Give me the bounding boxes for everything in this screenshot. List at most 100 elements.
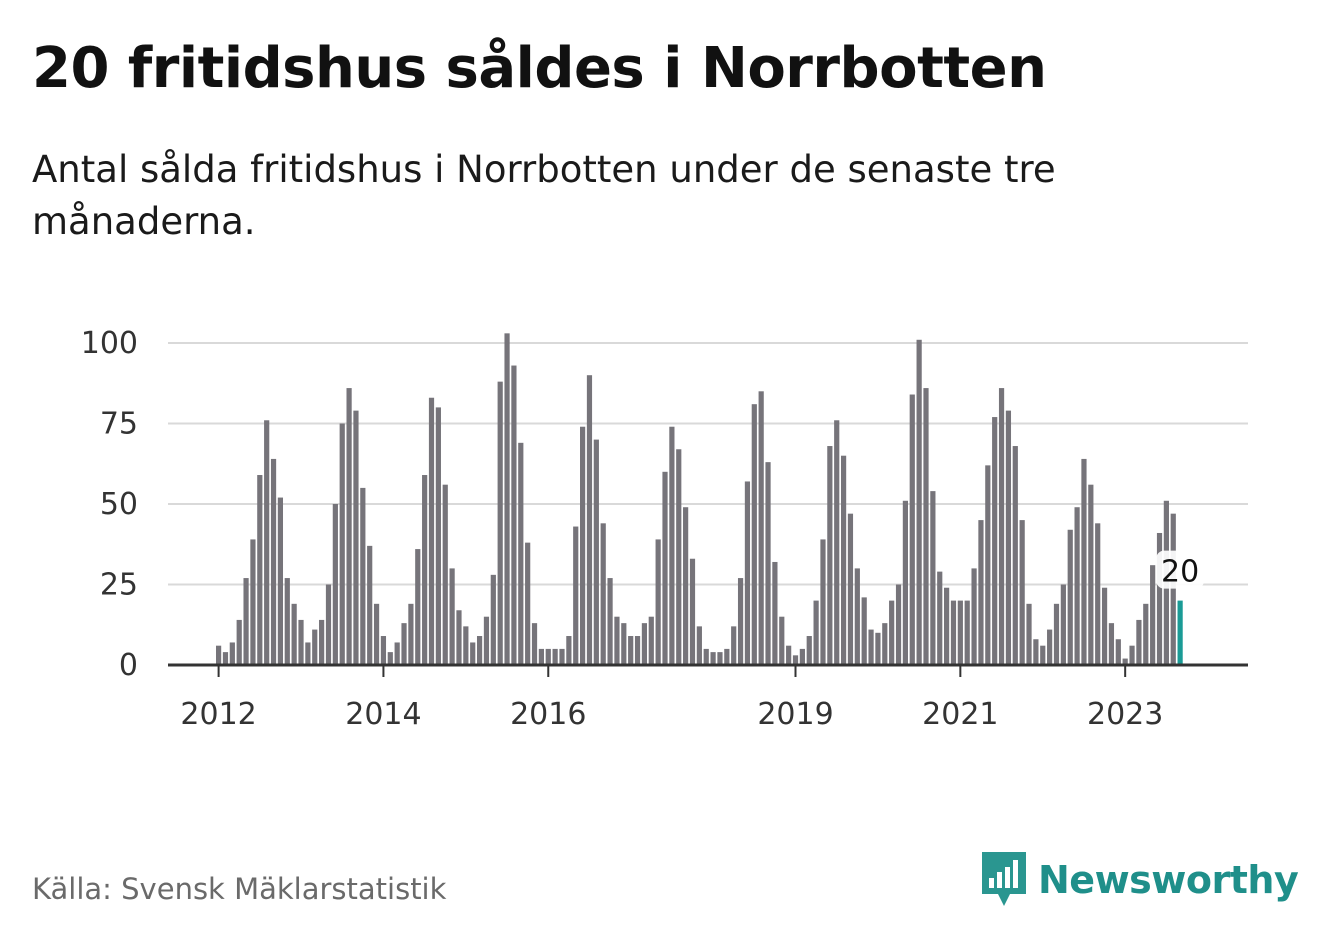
x-axis: 2012 2014 2016 2019 2021 2023	[168, 663, 1248, 732]
newsworthy-logo-icon	[982, 852, 1026, 906]
source-note: Källa: Svensk Mäklarstatistik	[32, 872, 447, 906]
bar	[243, 578, 249, 665]
bar	[222, 652, 229, 665]
bar	[1005, 410, 1012, 665]
bar	[1122, 658, 1128, 665]
bar	[442, 484, 448, 665]
bar	[394, 642, 400, 665]
bar	[470, 642, 476, 665]
bar	[463, 626, 469, 665]
bar	[655, 539, 661, 665]
x-tick-label: 2016	[510, 697, 586, 732]
bar	[531, 623, 538, 665]
bar	[992, 417, 998, 665]
bar	[270, 458, 277, 665]
bar	[1074, 507, 1080, 665]
bar	[229, 642, 235, 665]
bar	[476, 636, 483, 665]
bar	[840, 455, 847, 665]
bar	[820, 539, 826, 665]
bar	[985, 465, 991, 665]
bar	[1067, 529, 1073, 665]
bar	[971, 568, 977, 665]
bar	[806, 636, 812, 665]
bar	[916, 339, 922, 665]
bar	[325, 584, 332, 665]
bar	[1033, 639, 1039, 665]
annotations: 20	[1156, 550, 1205, 590]
bar	[1143, 603, 1149, 665]
bar	[1060, 584, 1066, 665]
bar	[792, 655, 799, 665]
bars	[216, 333, 1183, 665]
x-tick-label: 2014	[345, 697, 421, 732]
y-tick-label: 25	[100, 568, 138, 603]
bar	[504, 333, 510, 665]
bar	[264, 420, 270, 665]
bar	[353, 410, 359, 665]
bar	[799, 648, 805, 665]
brand-name: Newsworthy	[1038, 858, 1299, 902]
bar	[1136, 619, 1142, 665]
bar	[930, 491, 936, 665]
bar	[312, 629, 318, 665]
x-tick-label: 2019	[757, 697, 833, 732]
y-tick-label: 0	[119, 648, 138, 683]
bar	[813, 600, 819, 665]
bar	[683, 507, 689, 665]
bar	[847, 513, 854, 665]
bar	[538, 648, 544, 665]
bar	[662, 471, 668, 665]
brand-logo[interactable]: Newsworthy	[980, 850, 1299, 910]
bar	[456, 610, 462, 665]
bar	[216, 645, 222, 665]
bar	[277, 497, 284, 665]
bar	[415, 549, 421, 665]
bar	[593, 439, 599, 665]
bar	[1108, 623, 1115, 665]
bar	[319, 619, 325, 665]
bar	[676, 449, 682, 665]
bar	[717, 652, 723, 665]
bar	[1053, 603, 1060, 665]
y-axis-ticks: 0 25 50 75 100	[81, 326, 138, 683]
x-tick-label: 2012	[180, 697, 256, 732]
bar	[751, 404, 757, 665]
bar	[1156, 532, 1163, 665]
bar	[559, 648, 565, 665]
bar	[1129, 645, 1135, 665]
bar	[1081, 458, 1087, 665]
bar	[628, 636, 634, 665]
bar	[744, 481, 751, 665]
bar	[944, 587, 950, 665]
bar	[607, 578, 613, 665]
bar	[1095, 523, 1101, 665]
bar	[1026, 603, 1032, 665]
bar	[950, 600, 957, 665]
bar	[737, 578, 744, 665]
bar	[854, 568, 860, 665]
bar	[428, 397, 435, 665]
bar	[332, 504, 338, 665]
bar	[696, 626, 702, 665]
bar	[614, 616, 620, 665]
x-tick-label: 2021	[922, 697, 998, 732]
bar	[380, 636, 387, 665]
bar	[765, 462, 771, 665]
bar	[923, 388, 929, 665]
bar	[1047, 629, 1053, 665]
bar	[998, 388, 1005, 665]
y-tick-label: 75	[100, 407, 138, 442]
bar	[387, 652, 393, 665]
bar	[257, 475, 263, 665]
bar	[875, 632, 881, 665]
bar	[834, 420, 840, 665]
bar	[490, 574, 496, 665]
bar	[978, 520, 984, 665]
bar	[600, 523, 606, 665]
bar	[250, 539, 256, 665]
bar	[339, 423, 345, 665]
bar-highlight	[1177, 600, 1183, 665]
bar	[360, 487, 366, 665]
bar	[703, 648, 709, 665]
